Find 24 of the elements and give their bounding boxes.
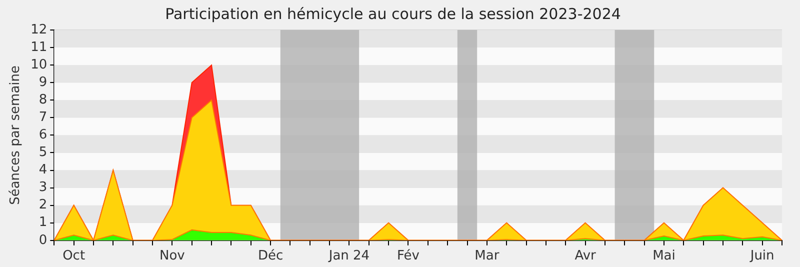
chart-title: Participation en hémicycle au cours de la session 2023-2024 [165,4,621,23]
x-tick-label: Fév [397,248,420,264]
y-tick-label: 0 [38,232,48,248]
y-tick-label: 1 [38,215,48,230]
x-tick-label: Jan 24 [328,248,370,264]
y-tick-label: 2 [38,198,48,213]
x-tick-label: Mai [652,248,676,264]
y-tick-label: 10 [30,57,48,72]
y-tick-label: 5 [38,145,48,160]
x-tick-label: Oct [62,248,86,264]
x-tick-label: Nov [159,248,186,264]
x-tick-label: Mar [474,248,500,264]
x-tick-label: Déc [258,248,284,264]
y-tick-label: 3 [38,180,48,196]
y-tick-label: 12 [30,22,48,38]
y-tick-label: 7 [38,110,48,126]
y-tick-label: 9 [38,74,48,90]
y-tick-label: 4 [38,162,48,178]
x-tick-label: Avr [574,248,597,264]
y-axis-title: Séances par semaine [8,65,24,205]
x-tick-label: Juin [749,248,774,264]
y-tick-label: 6 [38,128,48,143]
y-tick-label: 11 [30,40,48,55]
y-tick-label: 8 [38,92,48,108]
